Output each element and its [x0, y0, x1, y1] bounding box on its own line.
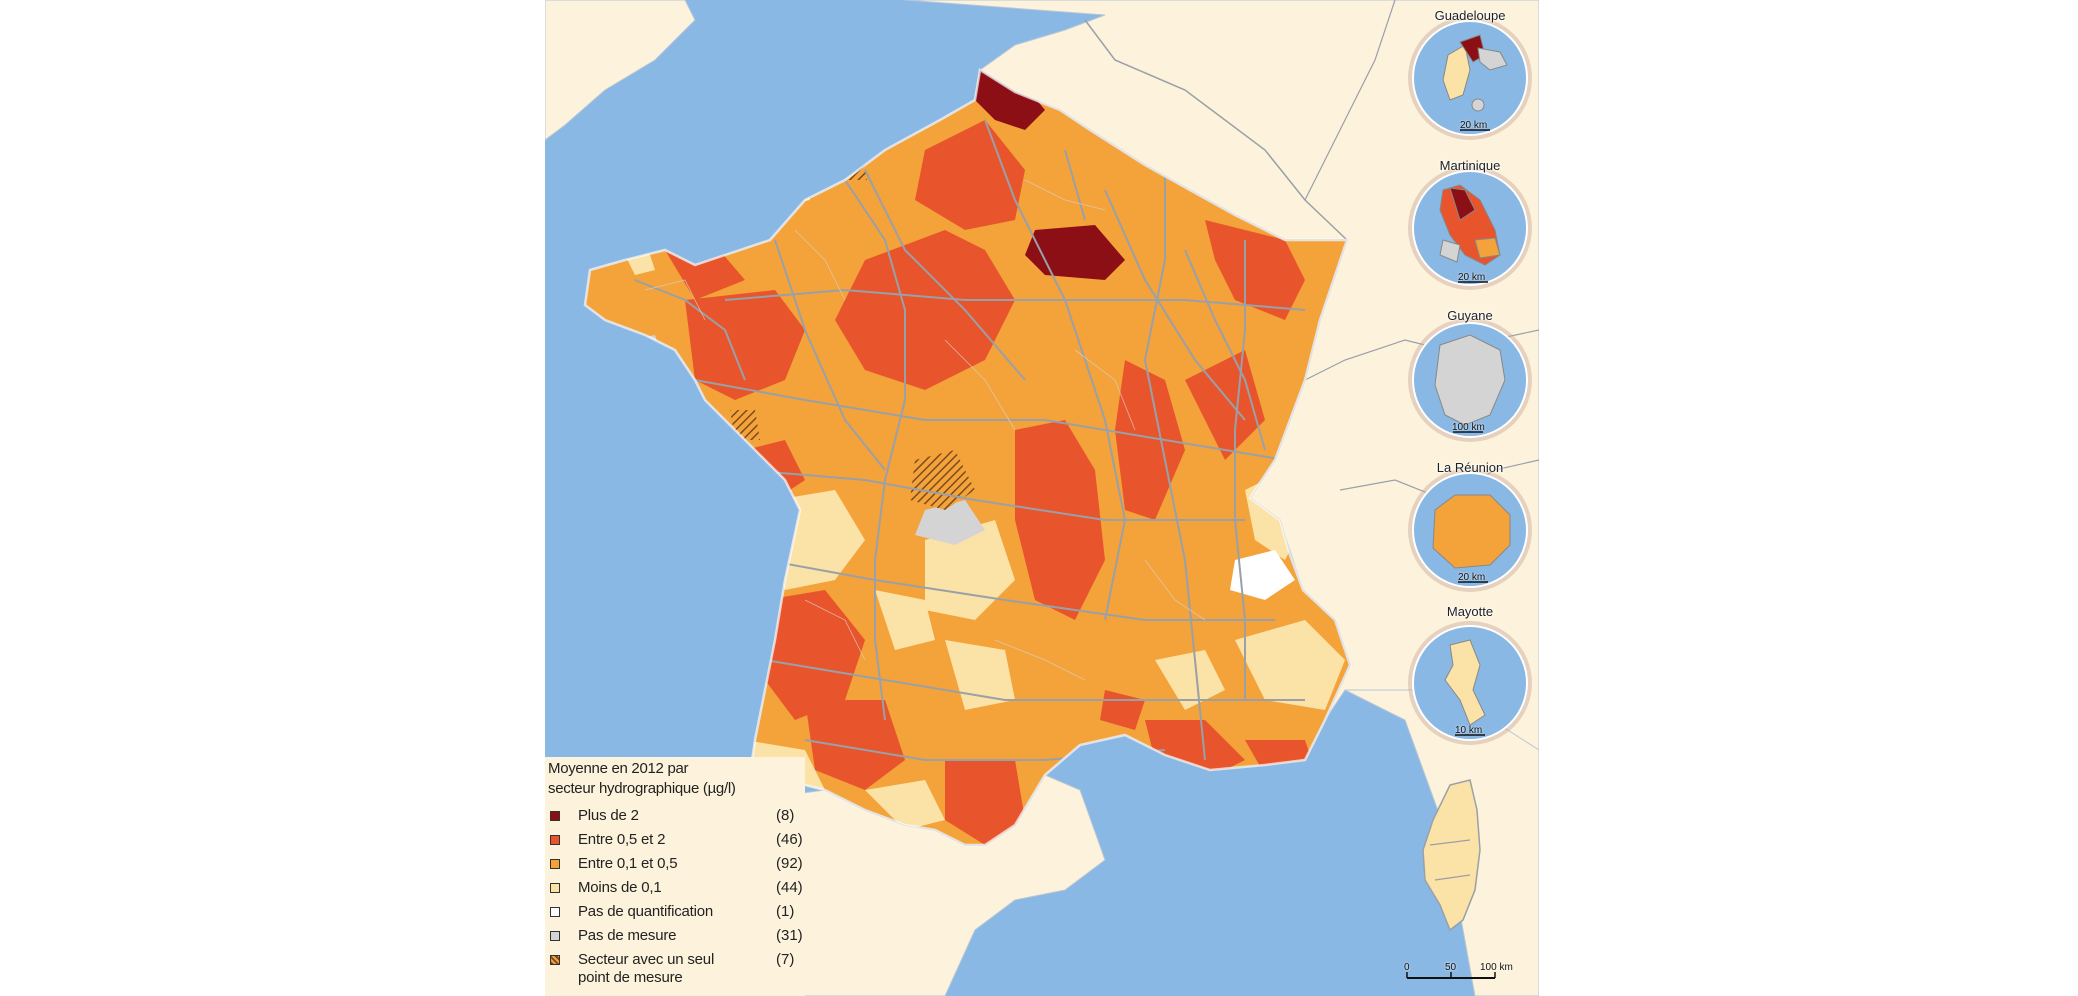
scale-bar [1406, 972, 1496, 979]
inset-title-mayotte: Mayotte [1446, 604, 1494, 619]
legend-label-line1: Secteur avec un seul [578, 951, 715, 968]
legend-label: Secteur avec un seul point de mesure [578, 951, 714, 987]
legend-count: (46) [776, 831, 803, 848]
inset-mayotte [1408, 621, 1532, 745]
united-kingdom-land [545, 0, 696, 141]
map-panel: Guadeloupe Martinique Guyane La Réunion … [545, 0, 1539, 996]
legend-swatch [550, 811, 560, 821]
legend-label-line2: point de mesure [578, 969, 683, 986]
inset-guadeloupe [1408, 16, 1532, 140]
legend-item: Moins de 0,1 (44) [548, 879, 808, 901]
legend-item: Secteur avec un seul point de mesure (7) [548, 951, 808, 991]
inset-reunion [1408, 468, 1532, 592]
inset-title-guyane: Guyane [1447, 308, 1493, 323]
legend-title-line2: secteur hydrographique (µg/l) [548, 780, 736, 797]
scale-label-zero: 0 [1404, 962, 1410, 973]
inset-title-guadeloupe: Guadeloupe [1434, 8, 1506, 23]
legend: Moyenne en 2012 par secteur hydrographiq… [545, 757, 805, 996]
france-map [545, 0, 1539, 996]
inset-martinique [1408, 166, 1532, 290]
legend-count: (44) [776, 879, 803, 896]
legend-title-line1: Moyenne en 2012 par [548, 760, 689, 777]
inset-scale-reunion: 20 km [1458, 572, 1486, 583]
legend-label: Plus de 2 [578, 807, 639, 824]
legend-count: (8) [776, 807, 795, 824]
corse-island [1422, 779, 1481, 932]
inset-guyane [1408, 318, 1532, 442]
legend-swatch [550, 907, 560, 917]
legend-item: Pas de quantification (1) [548, 903, 808, 925]
legend-label: Pas de mesure [578, 927, 677, 944]
legend-swatch-hatched [550, 955, 560, 965]
inset-scale-mayotte: 10 km [1455, 725, 1483, 736]
legend-label: Pas de quantification [578, 903, 714, 920]
inset-title-martinique: Martinique [1439, 158, 1501, 173]
inset-scale-guyane: 100 km [1452, 422, 1485, 433]
legend-count: (7) [776, 951, 795, 968]
scale-label-end: 100 km [1480, 962, 1513, 973]
legend-item: Plus de 2 (8) [548, 807, 808, 829]
legend-item: Entre 0,5 et 2 (46) [548, 831, 808, 853]
legend-swatch [550, 835, 560, 845]
scale-label-mid: 50 [1445, 962, 1457, 973]
legend-swatch [550, 859, 560, 869]
legend-count: (1) [776, 903, 795, 920]
legend-item: Pas de mesure (31) [548, 927, 808, 949]
legend-count: (92) [776, 855, 803, 872]
legend-title: Moyenne en 2012 par secteur hydrographiq… [548, 759, 798, 799]
legend-label: Moins de 0,1 [578, 879, 662, 896]
legend-label: Entre 0,1 et 0,5 [578, 855, 678, 872]
inset-title-reunion: La Réunion [1436, 460, 1504, 475]
inset-scale-guadeloupe: 20 km [1460, 120, 1488, 131]
legend-count: (31) [776, 927, 803, 944]
inset-scale-martinique: 20 km [1458, 272, 1486, 283]
legend-swatch [550, 883, 560, 893]
legend-swatch [550, 931, 560, 941]
legend-item: Entre 0,1 et 0,5 (92) [548, 855, 808, 877]
legend-label: Entre 0,5 et 2 [578, 831, 666, 848]
